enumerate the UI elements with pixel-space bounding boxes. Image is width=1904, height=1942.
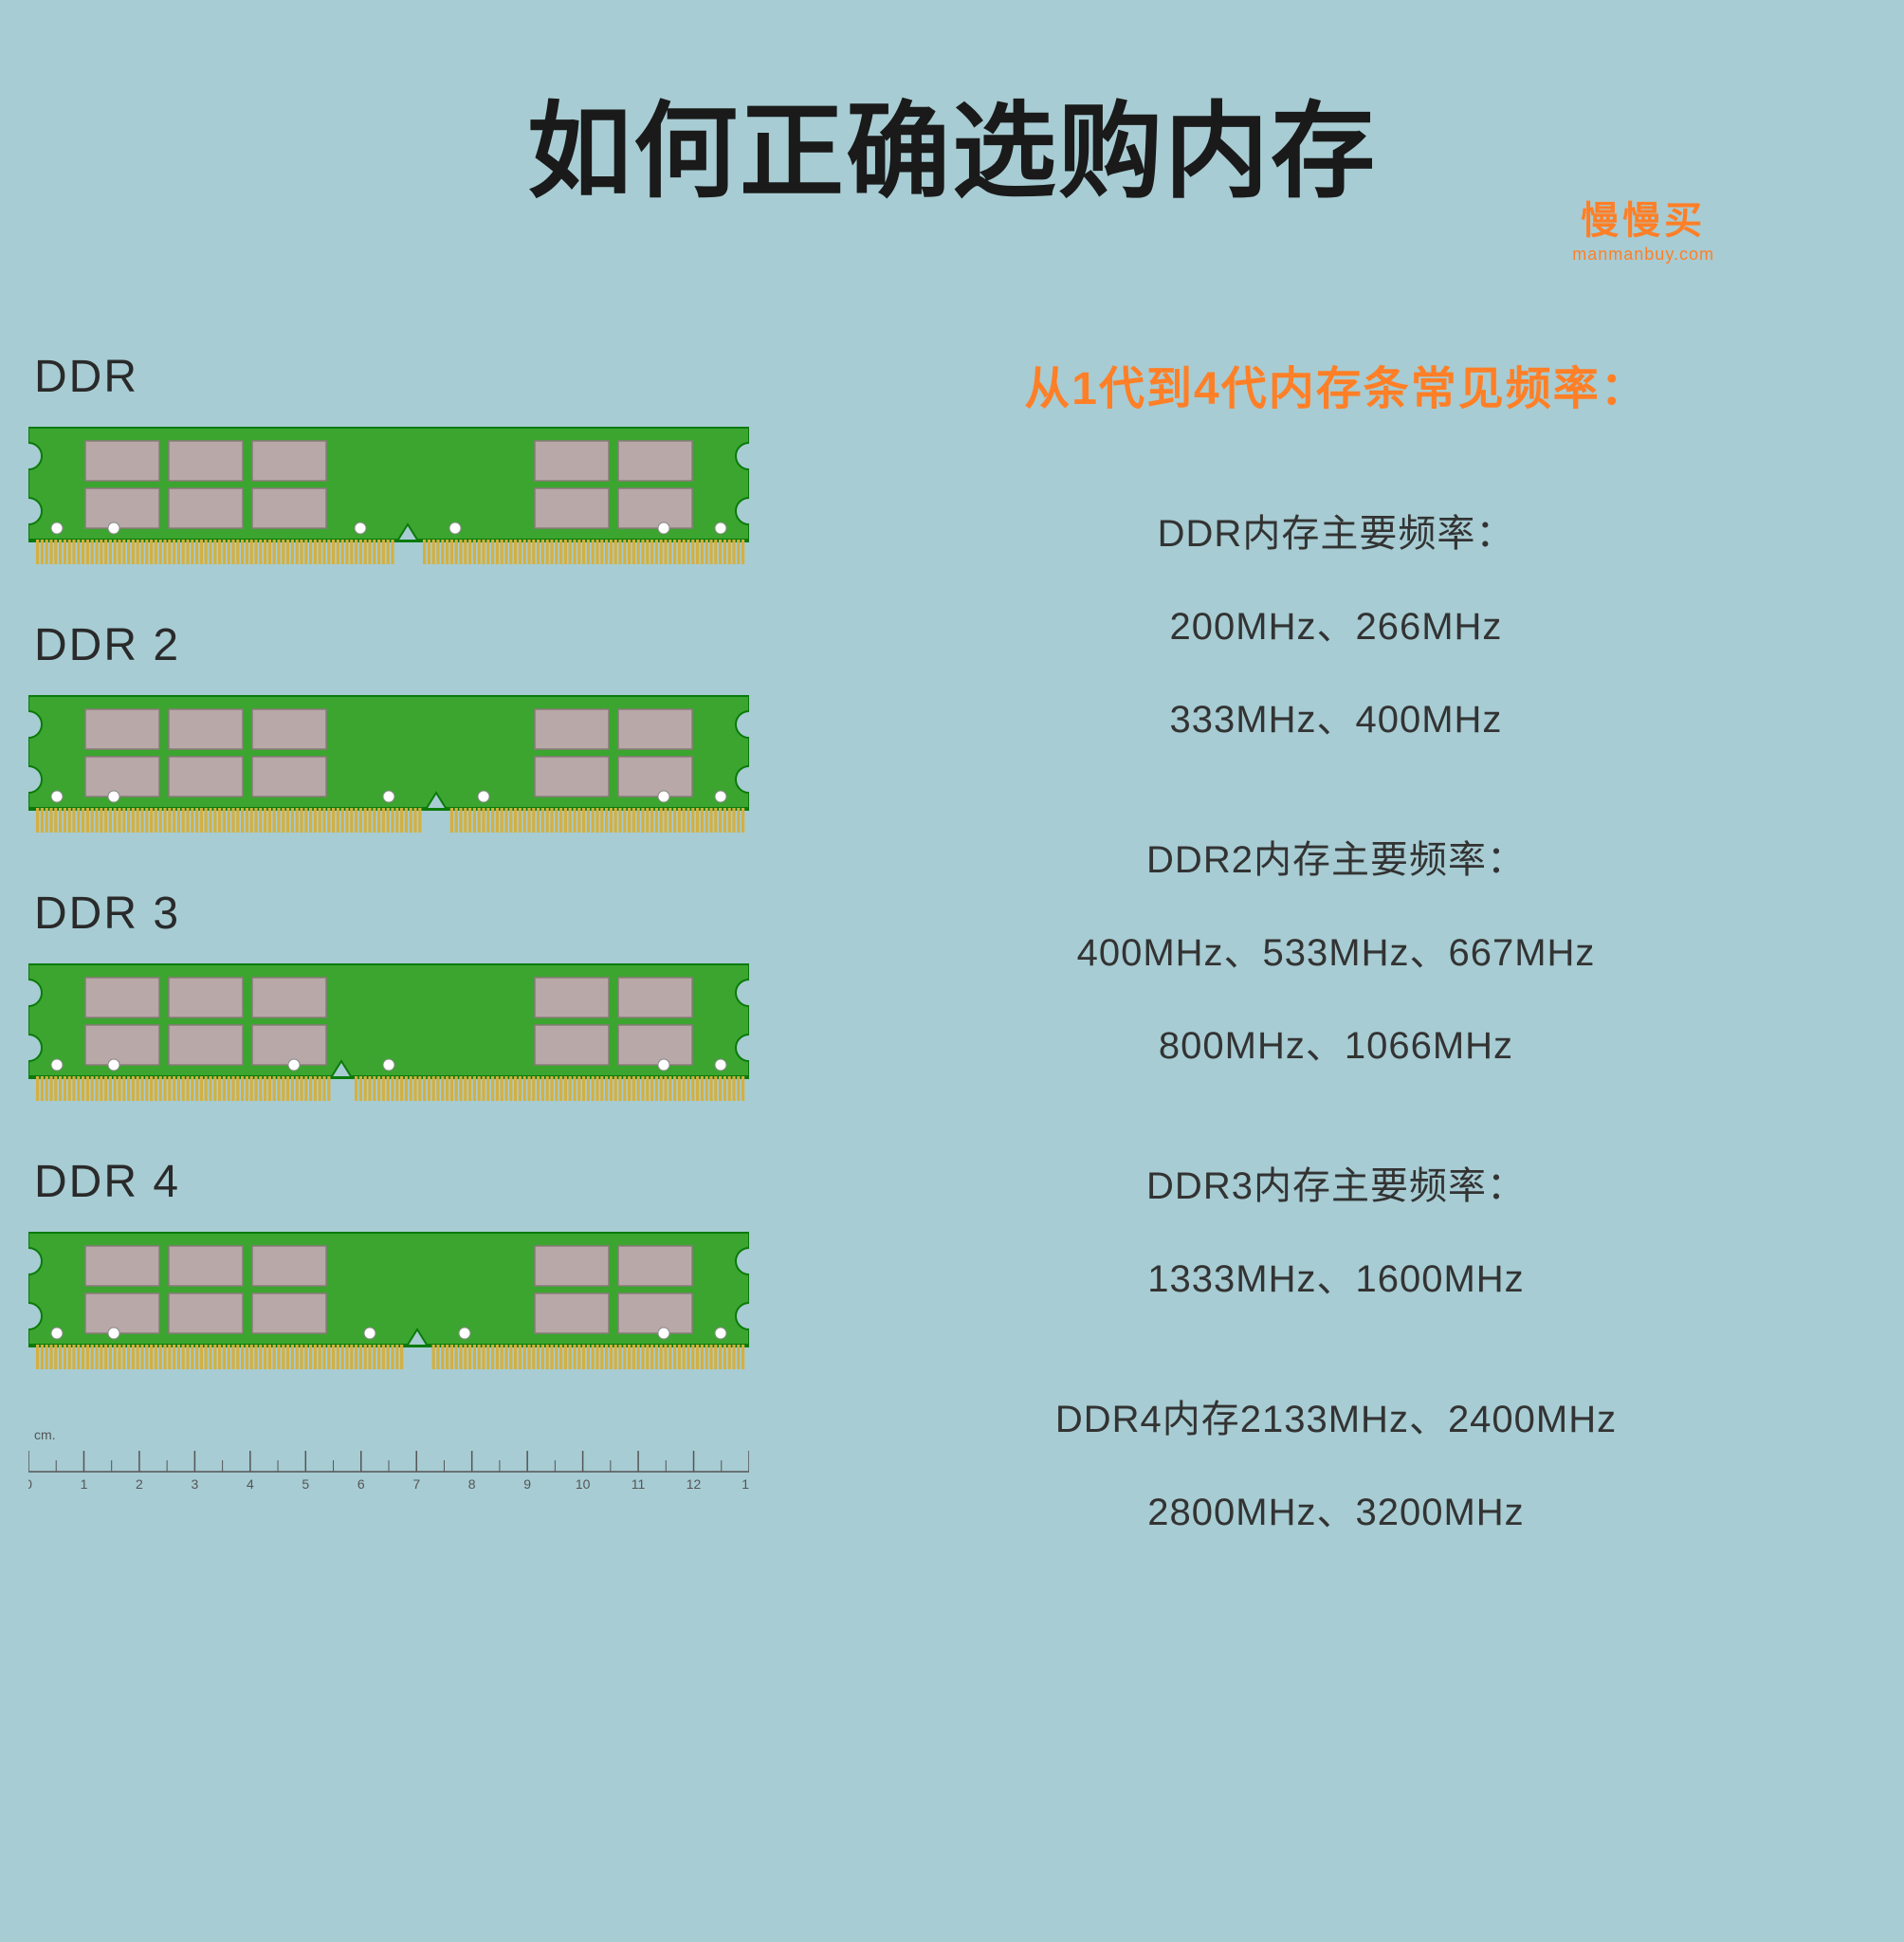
frequency-group-title: DDR内存主要频率：	[806, 503, 1866, 558]
watermark-sub: manmanbuy.com	[1572, 245, 1714, 265]
svg-text:cm.: cm.	[34, 1427, 56, 1442]
frequency-group-title: DDR2内存主要频率：	[806, 829, 1866, 884]
ram-label: DDR	[34, 351, 749, 403]
ram-block: DDR 3	[28, 888, 749, 1108]
frequency-line: 2800MHz、3200MHz	[806, 1481, 1866, 1536]
ram-block: DDR	[28, 351, 749, 572]
frequency-group-title: DDR4内存2133MHz、2400MHz	[806, 1388, 1866, 1443]
frequency-column: 从1代到4代内存条常见频率： DDR内存主要频率： 200MHz、266MHz 33…	[806, 351, 1866, 1621]
frequency-group: DDR内存主要频率： 200MHz、266MHz 333MHz、400MHz	[806, 503, 1866, 743]
watermark: 慢慢买 manmanbuy.com	[1572, 190, 1714, 265]
ram-stick-diagram	[28, 411, 749, 572]
svg-text:12: 12	[687, 1476, 702, 1491]
svg-text:13: 13	[741, 1476, 749, 1491]
svg-text:6: 6	[357, 1476, 365, 1491]
frequency-line: 400MHz、533MHz、667MHz	[806, 922, 1866, 977]
frequency-group: DDR2内存主要频率： 400MHz、533MHz、667MHz 800MHz、10…	[806, 829, 1866, 1070]
frequency-line: 200MHz、266MHz	[806, 595, 1866, 650]
frequency-line: 1333MHz、1600MHz	[806, 1248, 1866, 1303]
ram-label: DDR 4	[34, 1156, 749, 1208]
ram-diagram-column: DDR DDR 2 DDR 3 DDR 4 012345678910111213…	[28, 351, 749, 1621]
watermark-main: 慢慢买	[1572, 190, 1714, 245]
ram-label: DDR 3	[34, 888, 749, 940]
svg-text:3: 3	[191, 1476, 198, 1491]
ram-stick-diagram	[28, 947, 749, 1108]
svg-text:4: 4	[247, 1476, 254, 1491]
frequency-group: DDR4内存2133MHz、2400MHz 2800MHz、3200MHz	[806, 1388, 1866, 1536]
frequency-line: 333MHz、400MHz	[806, 688, 1866, 743]
ruler: 012345678910111213cm.	[28, 1424, 749, 1495]
frequency-line: 800MHz、1066MHz	[806, 1015, 1866, 1070]
ram-block: DDR 4	[28, 1156, 749, 1377]
content-row: DDR DDR 2 DDR 3 DDR 4 012345678910111213…	[0, 218, 1904, 1621]
svg-text:8: 8	[468, 1476, 476, 1491]
svg-text:1: 1	[81, 1476, 88, 1491]
svg-text:10: 10	[576, 1476, 591, 1491]
frequency-heading: 从1代到4代内存条常见频率：	[806, 351, 1866, 417]
svg-text:0: 0	[28, 1476, 32, 1491]
ram-stick-diagram	[28, 1216, 749, 1377]
ram-block: DDR 2	[28, 619, 749, 840]
svg-text:9: 9	[523, 1476, 531, 1491]
svg-text:11: 11	[632, 1476, 646, 1491]
svg-text:5: 5	[302, 1476, 309, 1491]
frequency-group: DDR3内存主要频率： 1333MHz、1600MHz	[806, 1155, 1866, 1303]
frequency-group-title: DDR3内存主要频率：	[806, 1155, 1866, 1210]
svg-text:2: 2	[136, 1476, 143, 1491]
svg-text:7: 7	[412, 1476, 420, 1491]
page-title: 如何正确选购内存	[0, 0, 1904, 218]
ram-stick-diagram	[28, 679, 749, 840]
ram-label: DDR 2	[34, 619, 749, 671]
